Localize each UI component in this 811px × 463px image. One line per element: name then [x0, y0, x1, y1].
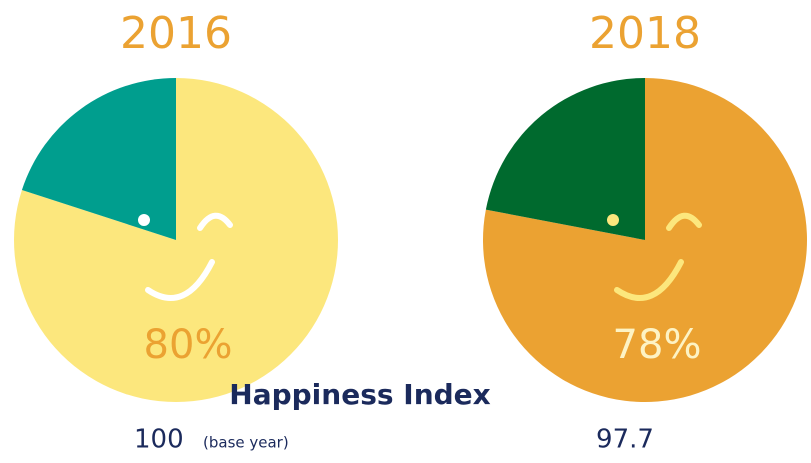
pie-slice: [21, 78, 176, 240]
index-title: Happiness Index: [229, 378, 490, 411]
value-label: 80%: [144, 322, 233, 368]
smile: [614, 259, 684, 301]
index-value: 97.7: [596, 425, 654, 455]
pie-slice: [485, 78, 645, 240]
pie-title: 2018: [589, 8, 701, 59]
index-note: (base year): [203, 434, 289, 452]
face: [607, 212, 702, 301]
value-label: 78%: [613, 322, 702, 368]
index-value: 100: [134, 425, 184, 455]
eye: [607, 214, 619, 226]
eye: [138, 214, 150, 226]
face: [138, 212, 233, 301]
smile: [145, 259, 215, 301]
wink: [197, 212, 233, 231]
pie-slice: [483, 78, 807, 403]
pies: [14, 78, 807, 403]
wink: [666, 212, 702, 231]
pie-title: 2016: [120, 8, 232, 59]
